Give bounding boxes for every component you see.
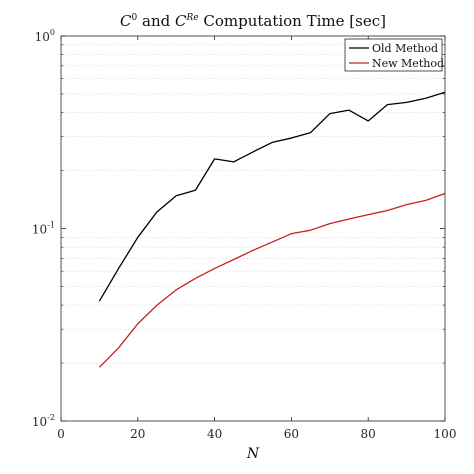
title-part-2: and (137, 12, 175, 30)
x-tick-label: 0 (57, 427, 65, 441)
ticks: 0 20 40 60 80 100 10-2 10-1 100 (32, 28, 457, 441)
chart-title: C0 and CRe Computation Time [sec] (120, 12, 386, 30)
x-tick-label: 60 (284, 427, 299, 441)
legend-label-old: Old Method (372, 42, 438, 55)
plot-area (61, 36, 445, 421)
title-sup-1: 0 (132, 13, 138, 23)
x-tick-label: 100 (434, 427, 457, 441)
y-tick-label: 10-2 (32, 413, 55, 429)
title-part-1: C (120, 12, 132, 30)
x-tick-label: 80 (361, 427, 376, 441)
y-tick-label: 10-1 (32, 221, 55, 237)
series-layer (98, 91, 446, 368)
x-tick-label: 20 (130, 427, 145, 441)
y-tick-label: 100 (35, 28, 55, 44)
title-sup-2: Re (185, 13, 198, 23)
title-part-3: C (175, 12, 187, 30)
x-tick-label: 40 (207, 427, 222, 441)
series-line-old-method (98, 91, 446, 302)
series-line-new-method (98, 192, 446, 368)
legend-box (344, 38, 443, 72)
title-part-4: Computation Time [sec] (199, 12, 386, 30)
legend: Old Method New Method (344, 38, 444, 72)
x-axis-label: N (246, 446, 260, 462)
legend-label-new: New Method (372, 57, 444, 70)
